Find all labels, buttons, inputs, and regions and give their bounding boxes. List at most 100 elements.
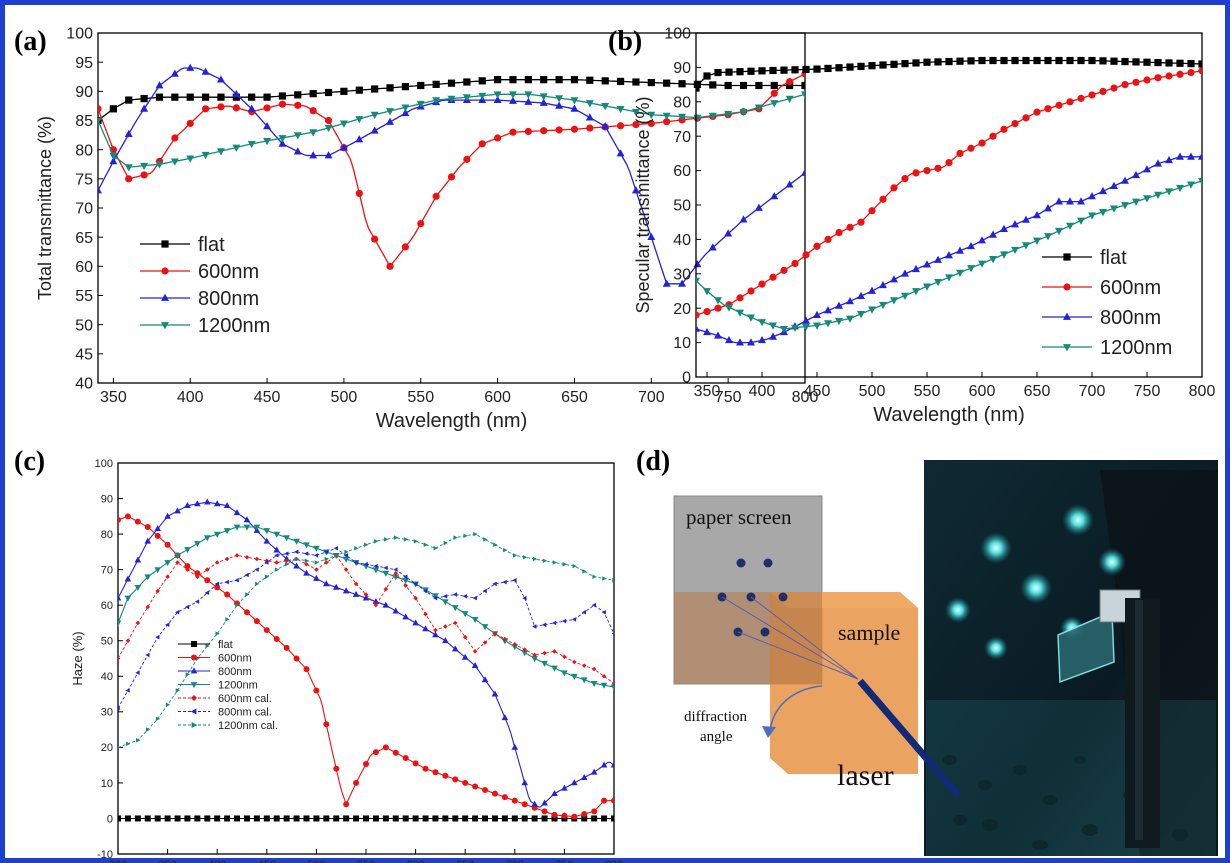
- data-point: [590, 680, 598, 687]
- data-point: [482, 640, 488, 645]
- data-point: [770, 89, 778, 97]
- legend-entry: 1200nm: [218, 679, 258, 691]
- data-point: [126, 741, 131, 747]
- y-tick-label: 75: [75, 171, 93, 188]
- data-point: [383, 586, 389, 592]
- data-point: [601, 815, 608, 822]
- data-point: [591, 808, 598, 815]
- data-point: [194, 815, 201, 822]
- data-point: [265, 574, 270, 579]
- legend-entry: flat: [198, 234, 225, 256]
- y-tick-label: 80: [101, 529, 113, 541]
- data-point: [1121, 176, 1129, 184]
- data-point: [184, 547, 191, 554]
- data-point: [342, 556, 350, 563]
- data-point: [304, 562, 309, 567]
- data-point: [293, 815, 300, 822]
- data-point: [747, 314, 755, 322]
- data-point: [135, 620, 141, 626]
- data-point: [293, 562, 300, 569]
- data-point: [1198, 60, 1202, 68]
- data-point: [1198, 67, 1202, 75]
- y-tick-label: 70: [673, 129, 691, 146]
- data-point: [442, 772, 449, 779]
- data-point: [493, 91, 502, 99]
- data-point: [392, 815, 399, 822]
- data-point: [234, 815, 241, 822]
- data-point: [632, 78, 640, 86]
- data-point: [945, 274, 953, 282]
- x-tick-label: 500: [307, 859, 325, 863]
- panel-label-a: (a): [14, 26, 47, 57]
- data-point: [384, 537, 389, 542]
- data-point: [591, 602, 596, 608]
- data-point: [134, 585, 142, 592]
- data-point: [846, 315, 854, 323]
- data-point: [214, 815, 221, 822]
- data-point: [442, 637, 449, 644]
- data-point: [1011, 119, 1019, 128]
- data-point: [334, 553, 339, 558]
- x-tick-label: 800: [792, 389, 819, 406]
- data-point: [447, 79, 456, 87]
- data-point: [382, 570, 390, 577]
- data-point: [274, 560, 279, 565]
- angle-arc: [769, 685, 823, 731]
- legend-marker: [190, 708, 197, 715]
- sample-label: sample: [838, 620, 900, 645]
- data-point: [340, 87, 348, 95]
- data-point: [283, 815, 290, 822]
- data-point: [155, 93, 164, 101]
- data-point: [714, 68, 722, 77]
- data-point: [912, 288, 920, 296]
- data-point: [118, 516, 121, 523]
- data-point: [945, 158, 953, 167]
- data-point: [1088, 56, 1096, 65]
- legend-entry: 600nm: [218, 652, 252, 664]
- data-point: [201, 151, 210, 160]
- data-point: [213, 531, 221, 538]
- data-point: [813, 65, 821, 73]
- data-point: [243, 516, 251, 523]
- data-point: [185, 672, 190, 677]
- data-point: [478, 140, 486, 148]
- data-point: [585, 113, 594, 121]
- data-point: [283, 555, 290, 562]
- data-point: [632, 120, 640, 129]
- x-tick-label: 650: [456, 859, 474, 863]
- data-point: [591, 666, 597, 672]
- data-point: [309, 90, 317, 98]
- data-point: [412, 619, 419, 626]
- data-point: [370, 126, 379, 134]
- data-point: [164, 815, 171, 822]
- data-point: [780, 66, 788, 74]
- y-tick-label: 50: [75, 317, 93, 334]
- photo-table-glow: [926, 700, 1216, 856]
- data-point: [1066, 56, 1074, 65]
- data-point: [234, 578, 239, 583]
- data-point: [541, 799, 548, 806]
- data-point: [770, 81, 778, 90]
- data-point: [555, 126, 563, 134]
- data-point: [570, 125, 579, 133]
- photo-panel: [924, 460, 1218, 856]
- data-point: [989, 132, 997, 140]
- data-point: [532, 624, 537, 629]
- data-point: [353, 560, 358, 565]
- data-point: [278, 139, 287, 147]
- laser-label: laser: [837, 759, 894, 792]
- data-point: [857, 218, 865, 226]
- chart-panel-2: 350 400 450 500 550 600 650 700 750 800 0 10 20 30 40 5…: [633, 26, 1216, 426]
- data-point: [879, 195, 887, 203]
- data-point: [184, 563, 191, 570]
- data-point: [551, 665, 558, 672]
- y-tick-label: 40: [75, 376, 93, 393]
- data-point: [770, 192, 779, 200]
- data-point: [263, 138, 272, 146]
- data-point: [233, 509, 241, 516]
- x-tick-label: 450: [804, 383, 831, 400]
- data-point: [678, 113, 687, 121]
- data-point: [1011, 246, 1019, 255]
- data-point: [478, 92, 487, 101]
